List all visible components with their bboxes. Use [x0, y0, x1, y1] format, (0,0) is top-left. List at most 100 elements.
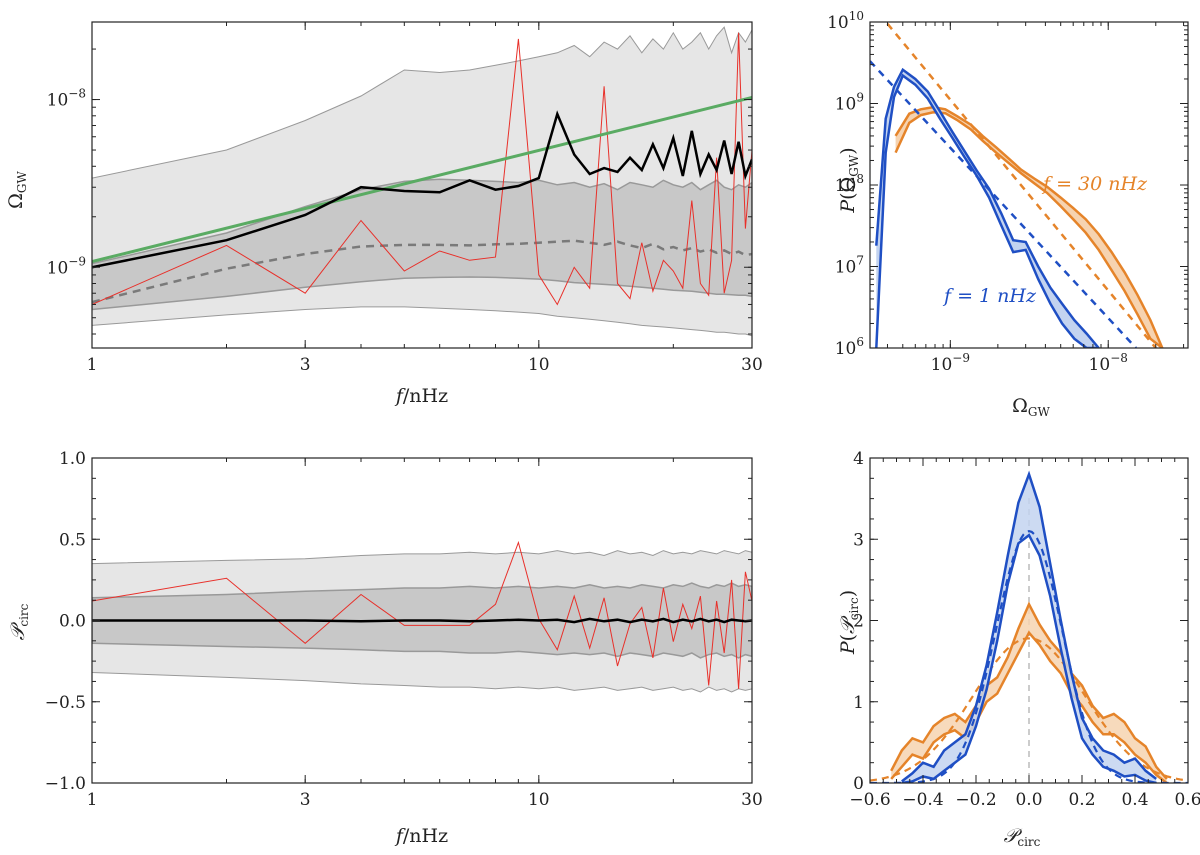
annotation-1nhz: f = 1 nHz	[942, 285, 1037, 307]
panel-b-y-tick-label: 1010	[827, 9, 864, 33]
panel-d-x-tick-label: −0.6	[849, 790, 890, 810]
single-realization-line	[92, 32, 752, 306]
panel-c-y-tick-label: 0.5	[59, 530, 86, 550]
blue-powerlaw-fit	[870, 60, 1137, 348]
panel-d-y-tick-label-base: 3	[853, 530, 864, 550]
panel-b-y-tick-label: 106	[835, 335, 864, 359]
panel-a-x-tick-label-base: 10	[528, 355, 550, 375]
panel-b-y-tick-label-exp: 7	[856, 254, 864, 268]
panel-d-x-tick-label-base: −0.4	[902, 790, 943, 810]
powerlaw-line	[92, 95, 752, 264]
single-realization-line	[92, 540, 752, 689]
circular-polarization-vs-frequency-panel: 1 3 10 30 1.0 0.5 0.0 −0.5 −1.0	[45, 449, 763, 810]
panel-a-y-tick-label: 10−9	[47, 254, 86, 278]
panel-d-x-tick-label: 0.2	[1068, 790, 1095, 810]
panel-b-x-tick-label-base: 10	[931, 355, 953, 375]
panel-c-y-tick-label-base: −0.5	[45, 693, 86, 713]
panel-d-y-tick-label-base: 2	[853, 612, 864, 632]
panel-c-x-tick-label: 30	[741, 790, 763, 810]
panel-a-frame	[91, 21, 753, 349]
inner-band	[92, 178, 752, 311]
panel-c-xlabel: f/nHz	[394, 825, 448, 847]
panel-b-y-tick-label: 109	[835, 91, 864, 115]
panel-d-x-tick-label: 0.4	[1121, 790, 1148, 810]
panel-d-y-tick-label: 1	[853, 693, 864, 713]
panel-b-y-tick-label-base: 10	[835, 339, 857, 359]
panel-d-ylabel: P(𝒫circ)	[837, 590, 861, 655]
panel-b-xlabel: ΩGW	[1012, 395, 1050, 419]
panel-d-x-tick-label-base: 0.2	[1068, 790, 1095, 810]
panel-b-plot-area	[870, 23, 1164, 348]
median-line	[92, 110, 752, 269]
panel-d-xlabel: 𝒫circ	[1004, 825, 1041, 849]
panel-c-x-tick-label-base: 10	[528, 790, 550, 810]
panel-c-x-tick-label: 10	[528, 790, 550, 810]
panel-a-x-tick-label: 30	[741, 355, 763, 375]
panel-b-y-tick-label-exp: 6	[856, 335, 864, 349]
panel-a-ylabel: ΩGW	[5, 170, 29, 208]
panel-d-x-tick-label: −0.2	[955, 790, 996, 810]
blue-distribution-band	[876, 69, 1099, 348]
panel-c-y-tick-label-base: 0.0	[59, 612, 86, 632]
orange-distribution-lower	[890, 630, 1168, 783]
panel-b-y-tick-label-exp: 8	[856, 172, 864, 186]
panel-b-y-tick-label-base: 10	[827, 13, 849, 33]
panel-a-x-tick-label-base: 30	[741, 355, 763, 375]
panel-c-x-tick-label: 3	[300, 790, 311, 810]
panel-c-x-tick-label-base: 3	[300, 790, 311, 810]
panel-b-y-tick-label-base: 10	[835, 176, 857, 196]
panel-a-x-tick-label: 1	[87, 355, 98, 375]
panel-c-y-tick-label: 1.0	[59, 449, 86, 469]
panel-b-y-tick-label-exp: 10	[849, 9, 864, 23]
panel-a-y-tick-label: 10−8	[47, 87, 86, 111]
panel-d-x-tick-label-base: −0.6	[849, 790, 890, 810]
panel-c-y-tick-label-base: 0.5	[59, 530, 86, 550]
panel-d-y-tick-label: 4	[853, 449, 864, 469]
orange-powerlaw-fit	[886, 23, 1157, 348]
panel-d-x-tick-label: 0.0	[1015, 790, 1042, 810]
panel-d-x-tick-label-base: 0.4	[1121, 790, 1148, 810]
blue-distribution-lower	[901, 533, 1157, 783]
panel-a-plot-area	[92, 26, 752, 337]
panel-b-y-tick-label-base: 10	[835, 95, 857, 115]
panel-d-y-tick-label-base: 0	[853, 774, 864, 794]
panel-d-y-tick-label: 3	[853, 530, 864, 550]
panel-c-plot-area	[92, 540, 752, 693]
panel-d-x-tick-label-base: −0.2	[955, 790, 996, 810]
median-line	[92, 617, 752, 624]
panel-d-y-tick-label-base: 4	[853, 449, 864, 469]
panel-b-x-tick-label: 10−9	[931, 351, 970, 375]
panel-c-x-tick-label-base: 1	[87, 790, 98, 810]
panel-b-y-tick-label: 107	[835, 254, 864, 278]
panel-c-ylabel: 𝒫circ	[7, 603, 31, 640]
panel-b-x-tick-label-base: 10	[1089, 355, 1111, 375]
panel-b-x-tick-label-exp: −8	[1110, 351, 1128, 365]
panel-a-x-tick-label-base: 3	[300, 355, 311, 375]
panel-c-y-tick-label: −0.5	[45, 693, 86, 713]
orange-distribution-upper	[894, 105, 1164, 348]
panel-b-y-tick-label-exp: 9	[856, 91, 864, 105]
panel-a-y-tick-label-base: 10	[47, 91, 69, 111]
panel-c-y-tick-label: −1.0	[45, 774, 86, 794]
panel-a-y-tick-label-exp: −8	[68, 87, 86, 101]
panel-c-x-tick-label: 1	[87, 790, 98, 810]
circular-polarization-distribution-panel: −0.6 −0.4 −0.2 0.0 0.2 0.4 0.6 0 1 2 3 4	[849, 449, 1200, 810]
orange-distribution-upper	[890, 601, 1168, 780]
panel-c-y-tick-label: 0.0	[59, 612, 86, 632]
panel-a-y-tick-label-exp: −9	[68, 254, 86, 268]
panel-c-y-tick-label-base: −1.0	[45, 774, 86, 794]
panel-d-y-tick-label: 0	[853, 774, 864, 794]
panel-b-y-tick-label: 108	[835, 172, 864, 196]
panel-a-x-tick-label: 10	[528, 355, 550, 375]
orange-distribution-lower	[894, 111, 1164, 348]
panel-b-y-tick-label-base: 10	[835, 258, 857, 278]
blue-distribution-upper	[901, 470, 1157, 783]
panel-a-y-tick-label-base: 10	[47, 258, 69, 278]
panel-d-y-tick-label-base: 1	[853, 693, 864, 713]
panel-d-y-tick-label: 2	[853, 612, 864, 632]
panel-d-plot-area	[870, 470, 1188, 783]
panel-c-x-tick-label-base: 30	[741, 790, 763, 810]
